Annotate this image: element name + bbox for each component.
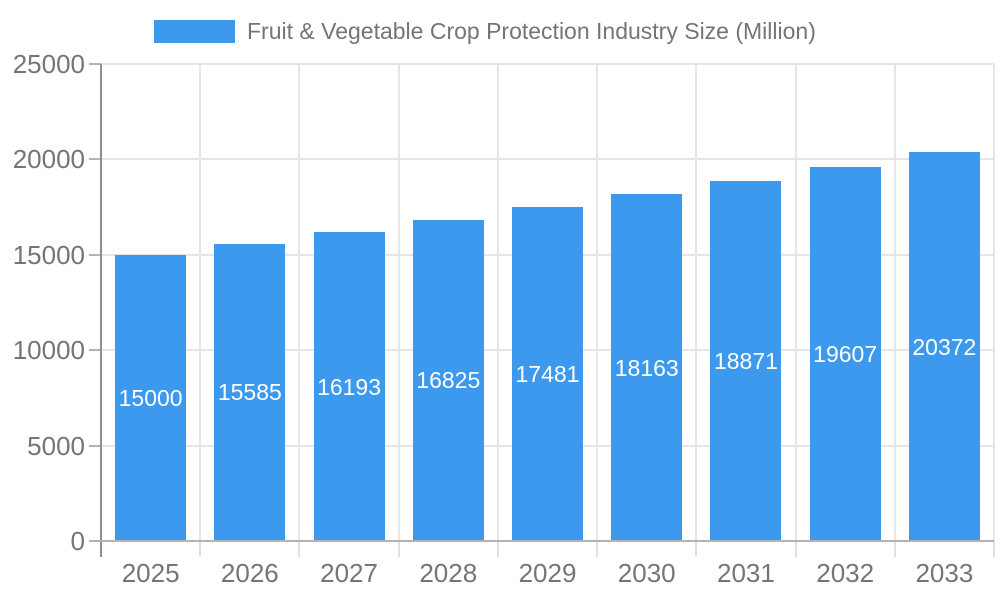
bar[interactable] — [710, 180, 782, 541]
gridline-x — [199, 64, 202, 541]
x-axis-tick — [397, 541, 400, 557]
bar-value-label: 18163 — [614, 354, 679, 381]
x-axis-label: 2025 — [121, 558, 180, 588]
bar[interactable] — [214, 243, 286, 541]
x-axis-tick — [496, 541, 499, 557]
bar-value-label: 15000 — [118, 384, 183, 411]
y-axis-tick — [89, 158, 101, 161]
x-axis-line — [89, 540, 994, 542]
y-axis-line — [100, 64, 102, 557]
bar[interactable] — [412, 219, 484, 541]
gridline-x — [993, 64, 995, 541]
gridline-x — [496, 64, 499, 541]
bar-value-label: 19607 — [813, 340, 878, 367]
y-axis-tick — [89, 349, 101, 352]
x-axis-label: 2030 — [617, 558, 676, 588]
x-axis-tick — [993, 541, 995, 557]
gridline-x — [596, 64, 599, 541]
y-axis-label: 5000 — [27, 430, 85, 461]
bar-value-label: 17481 — [515, 361, 580, 388]
bar[interactable] — [611, 194, 683, 541]
y-axis-tick — [89, 253, 101, 256]
gridline-y — [101, 63, 994, 65]
x-axis-label: 2028 — [419, 558, 478, 588]
gridline-y — [101, 158, 994, 161]
x-axis-tick — [298, 541, 301, 557]
x-axis-tick — [199, 541, 202, 557]
bar[interactable] — [809, 166, 881, 541]
bar-value-label: 15585 — [217, 379, 282, 406]
x-axis-label: 2027 — [320, 558, 378, 588]
x-axis-tick — [893, 541, 896, 557]
legend: Fruit & Vegetable Crop Protection Indust… — [0, 0, 1000, 55]
gridline-x — [397, 64, 400, 541]
y-axis-label: 10000 — [12, 335, 85, 366]
legend-label: Fruit & Vegetable Crop Protection Indust… — [247, 18, 816, 44]
x-axis-label: 2029 — [518, 558, 577, 588]
bar[interactable] — [512, 207, 583, 541]
bar[interactable] — [313, 232, 385, 541]
x-axis-tick — [596, 541, 599, 557]
bar-value-label: 20372 — [912, 333, 977, 360]
x-axis-label: 2032 — [816, 558, 875, 588]
x-axis-label: 2026 — [220, 558, 279, 588]
bar[interactable] — [115, 254, 187, 541]
y-axis-label: 25000 — [12, 49, 85, 79]
gridline-x — [893, 64, 896, 541]
y-axis-tick — [89, 444, 101, 447]
y-axis-label: 20000 — [12, 144, 85, 175]
gridline-x — [695, 64, 698, 541]
gridline-x — [298, 64, 301, 541]
bar-value-label: 18871 — [713, 347, 778, 374]
x-axis-label: 2033 — [915, 558, 974, 588]
x-axis-tick — [794, 541, 797, 557]
bar-value-label: 16825 — [416, 367, 481, 394]
y-axis-label: 15000 — [12, 239, 85, 270]
legend-swatch[interactable] — [154, 20, 235, 43]
bar-value-label: 16193 — [317, 373, 382, 400]
x-axis-label: 2031 — [717, 558, 775, 588]
x-axis-tick — [695, 541, 698, 557]
y-axis-tick — [89, 63, 101, 65]
y-axis-label: 0 — [70, 526, 85, 556]
gridline-x — [794, 64, 797, 541]
bar[interactable] — [908, 152, 980, 541]
